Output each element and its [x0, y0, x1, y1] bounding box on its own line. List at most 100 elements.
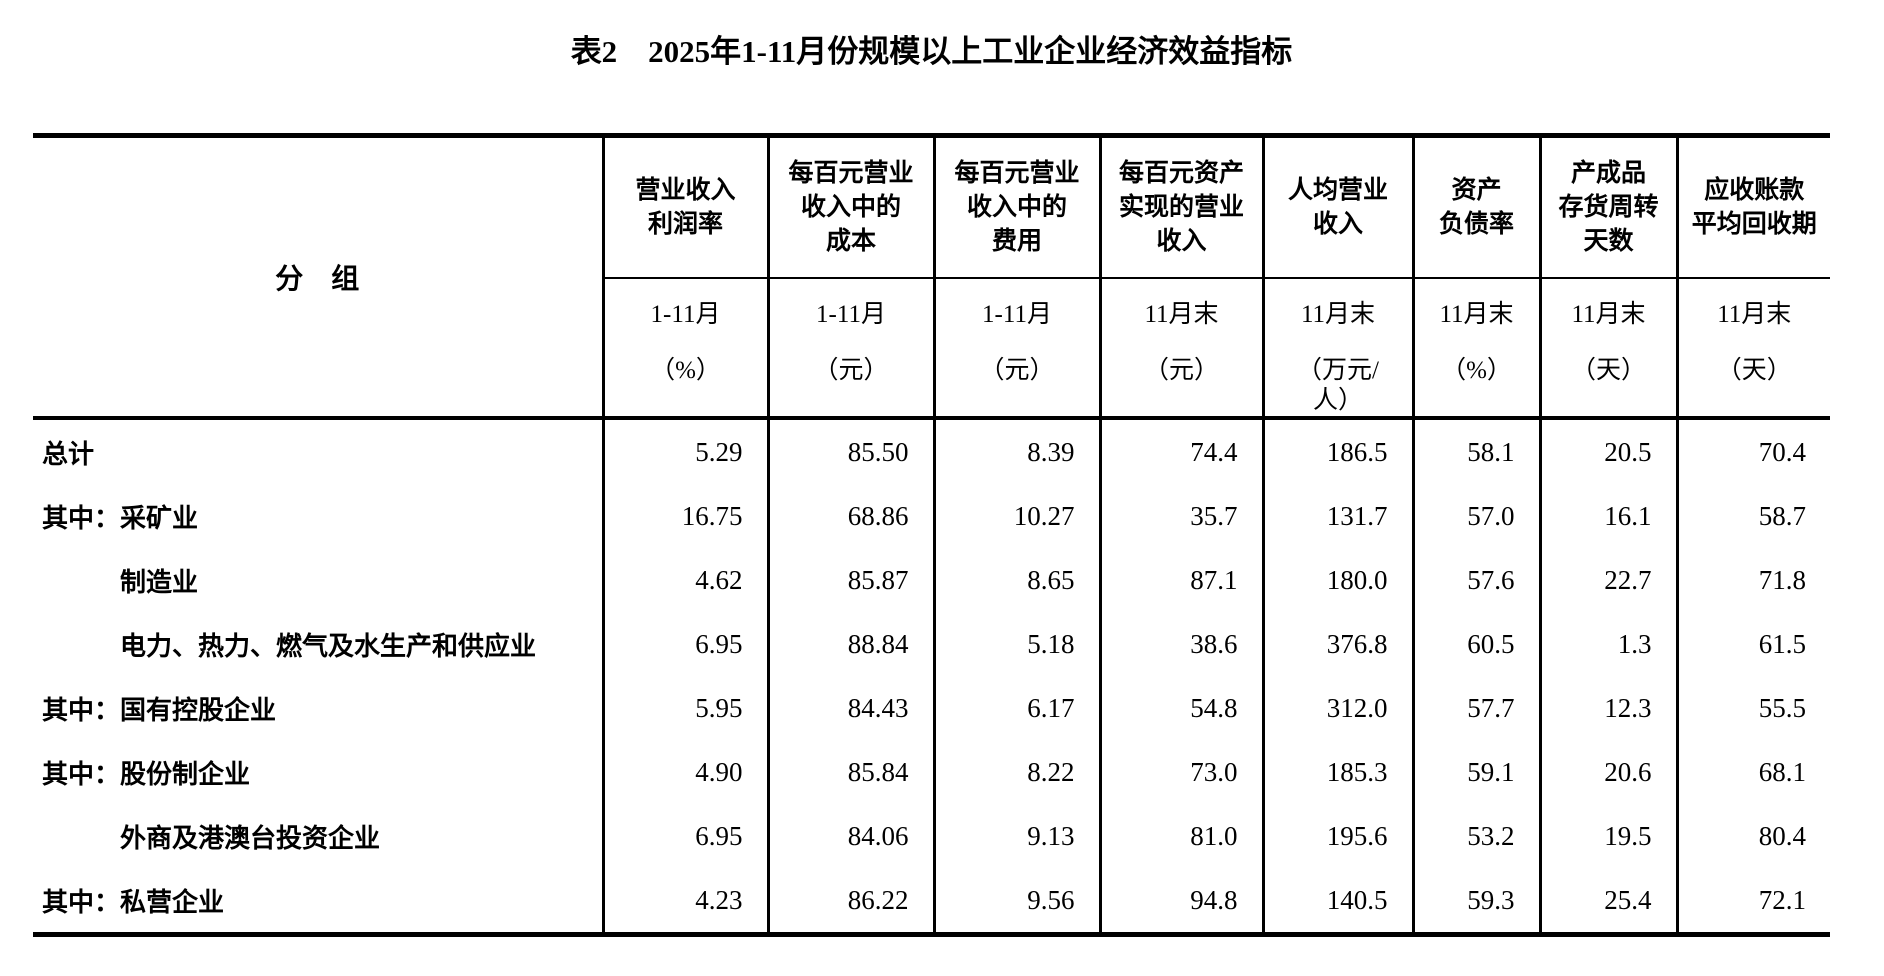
cell-value: 58.1	[1411, 418, 1540, 484]
cell-value: 22.7	[1538, 548, 1677, 612]
period-label: 1-11月	[982, 301, 1052, 328]
cell-value: 73.0	[1098, 740, 1263, 804]
table-row-private: 其中：私营企业 4.23 86.22 9.56 94.8 140.5 59.3 …	[33, 868, 1830, 935]
cell-value: 8.22	[932, 740, 1100, 804]
cell-value: 57.7	[1411, 676, 1540, 740]
period-unit-cell: 11月末 （天）	[1675, 278, 1830, 420]
cell-value: 9.56	[932, 868, 1100, 935]
table-title: 表2 2025年1-11月份规模以上工业企业经济效益指标	[570, 34, 1293, 69]
unit-label: （%）	[650, 357, 721, 384]
table-row-utilities: 电力、热力、燃气及水生产和供应业 6.95 88.84 5.18 38.6 37…	[33, 612, 1830, 676]
cell-value: 57.6	[1411, 548, 1540, 612]
cell-value: 59.1	[1411, 740, 1540, 804]
table-row-state-holding: 其中：国有控股企业 5.95 84.43 6.17 54.8 312.0 57.…	[33, 676, 1830, 740]
row-label: 总计	[42, 439, 95, 469]
column-header-cost-per-100: 每百元营业 收入中的 成本	[766, 135, 934, 279]
economic-indicators-table: 分 组 营业收入 利润率 每百元营业 收入中的 成本 每百元营业 收入中的 费用…	[33, 133, 1830, 937]
cell-value: 4.23	[601, 868, 768, 935]
cell-value: 1.3	[1538, 612, 1677, 676]
table-row-joint-stock: 其中：股份制企业 4.90 85.84 8.22 73.0 185.3 59.1…	[33, 740, 1830, 804]
header-row-period-unit: 1-11月 （%） 1-11月 （元） 1-11月 （元） 11月末 （元） 1…	[33, 278, 1830, 420]
cell-value: 59.3	[1411, 868, 1540, 935]
cell-value: 16.75	[601, 484, 768, 548]
cell-value: 57.0	[1411, 484, 1540, 548]
cell-value: 19.5	[1538, 804, 1677, 868]
cell-value: 68.1	[1675, 740, 1830, 804]
cell-value: 20.5	[1538, 418, 1677, 484]
cell-value: 68.86	[766, 484, 934, 548]
period-unit-cell: 1-11月 （元）	[932, 278, 1100, 420]
cell-value: 16.1	[1538, 484, 1677, 548]
period-unit-cell: 11月末 （%）	[1411, 278, 1540, 420]
cell-value: 6.95	[601, 612, 768, 676]
period-label: 11月末	[1144, 301, 1219, 328]
cell-value: 140.5	[1261, 868, 1413, 935]
unit-label: （元）	[1143, 357, 1219, 384]
table-row-foreign-invested: 外商及港澳台投资企业 6.95 84.06 9.13 81.0 195.6 53…	[33, 804, 1830, 868]
cell-value: 58.7	[1675, 484, 1830, 548]
cell-value: 5.18	[932, 612, 1100, 676]
period-unit-cell: 11月末 （万元/ 人）	[1261, 278, 1413, 420]
unit-label: （天）	[1570, 357, 1646, 384]
cell-value: 86.22	[766, 868, 934, 935]
cell-value: 85.87	[766, 548, 934, 612]
unit-label: （元）	[979, 357, 1055, 384]
unit-label: （万元/ 人）	[1297, 357, 1379, 414]
cell-value: 10.27	[932, 484, 1100, 548]
cell-value: 5.29	[601, 418, 768, 484]
row-label: 其中：私营企业	[42, 887, 225, 917]
cell-value: 60.5	[1411, 612, 1540, 676]
cell-value: 4.90	[601, 740, 768, 804]
period-unit-cell: 1-11月 （元）	[766, 278, 934, 420]
period-unit-cell: 1-11月 （%）	[601, 278, 768, 420]
period-label: 11月末	[1717, 301, 1792, 328]
row-label: 其中：国有控股企业	[42, 695, 277, 725]
cell-value: 8.39	[932, 418, 1100, 484]
cell-value: 8.65	[932, 548, 1100, 612]
cell-value: 55.5	[1675, 676, 1830, 740]
cell-value: 94.8	[1098, 868, 1263, 935]
cell-value: 4.62	[601, 548, 768, 612]
cell-value: 35.7	[1098, 484, 1263, 548]
unit-label: （天）	[1716, 357, 1792, 384]
row-label: 外商及港澳台投资企业	[120, 823, 381, 853]
column-header-asset-liability-ratio: 资产 负债率	[1411, 135, 1540, 279]
cell-value: 6.95	[601, 804, 768, 868]
period-label: 1-11月	[650, 301, 721, 328]
cell-value: 85.50	[766, 418, 934, 484]
cell-value: 185.3	[1261, 740, 1413, 804]
cell-value: 80.4	[1675, 804, 1830, 868]
cell-value: 180.0	[1261, 548, 1413, 612]
column-header-inventory-turnover-days: 产成品 存货周转 天数	[1538, 135, 1677, 279]
row-label: 其中：采矿业	[42, 503, 199, 533]
period-label: 11月末	[1300, 301, 1376, 328]
cell-value: 53.2	[1411, 804, 1540, 868]
table-row-manufacturing: 制造业 4.62 85.87 8.65 87.1 180.0 57.6 22.7…	[33, 548, 1830, 612]
period-label: 11月末	[1571, 301, 1646, 328]
cell-value: 9.13	[932, 804, 1100, 868]
unit-label: （%）	[1441, 357, 1512, 384]
column-header-profit-margin: 营业收入 利润率	[601, 135, 768, 279]
cell-value: 84.43	[766, 676, 934, 740]
period-unit-cell: 11月末 （元）	[1098, 278, 1263, 420]
column-header-expense-per-100: 每百元营业 收入中的 费用	[932, 135, 1100, 279]
row-label: 制造业	[120, 567, 199, 597]
column-header-revenue-per-capita: 人均营业 收入	[1261, 135, 1413, 279]
table-row-total: 总计 5.29 85.50 8.39 74.4 186.5 58.1 20.5 …	[33, 418, 1830, 484]
row-label: 电力、热力、燃气及水生产和供应业	[120, 631, 537, 661]
cell-value: 12.3	[1538, 676, 1677, 740]
column-header-revenue-per-100-assets: 每百元资产 实现的营业 收入	[1098, 135, 1263, 279]
cell-value: 6.17	[932, 676, 1100, 740]
unit-label: （元）	[813, 357, 889, 384]
cell-value: 54.8	[1098, 676, 1263, 740]
cell-value: 88.84	[766, 612, 934, 676]
cell-value: 20.6	[1538, 740, 1677, 804]
cell-value: 72.1	[1675, 868, 1830, 935]
cell-value: 195.6	[1261, 804, 1413, 868]
table-row-mining: 其中：采矿业 16.75 68.86 10.27 35.7 131.7 57.0…	[33, 484, 1830, 548]
period-label: 1-11月	[816, 301, 886, 328]
cell-value: 186.5	[1261, 418, 1413, 484]
cell-value: 70.4	[1675, 418, 1830, 484]
cell-value: 85.84	[766, 740, 934, 804]
cell-value: 71.8	[1675, 548, 1830, 612]
